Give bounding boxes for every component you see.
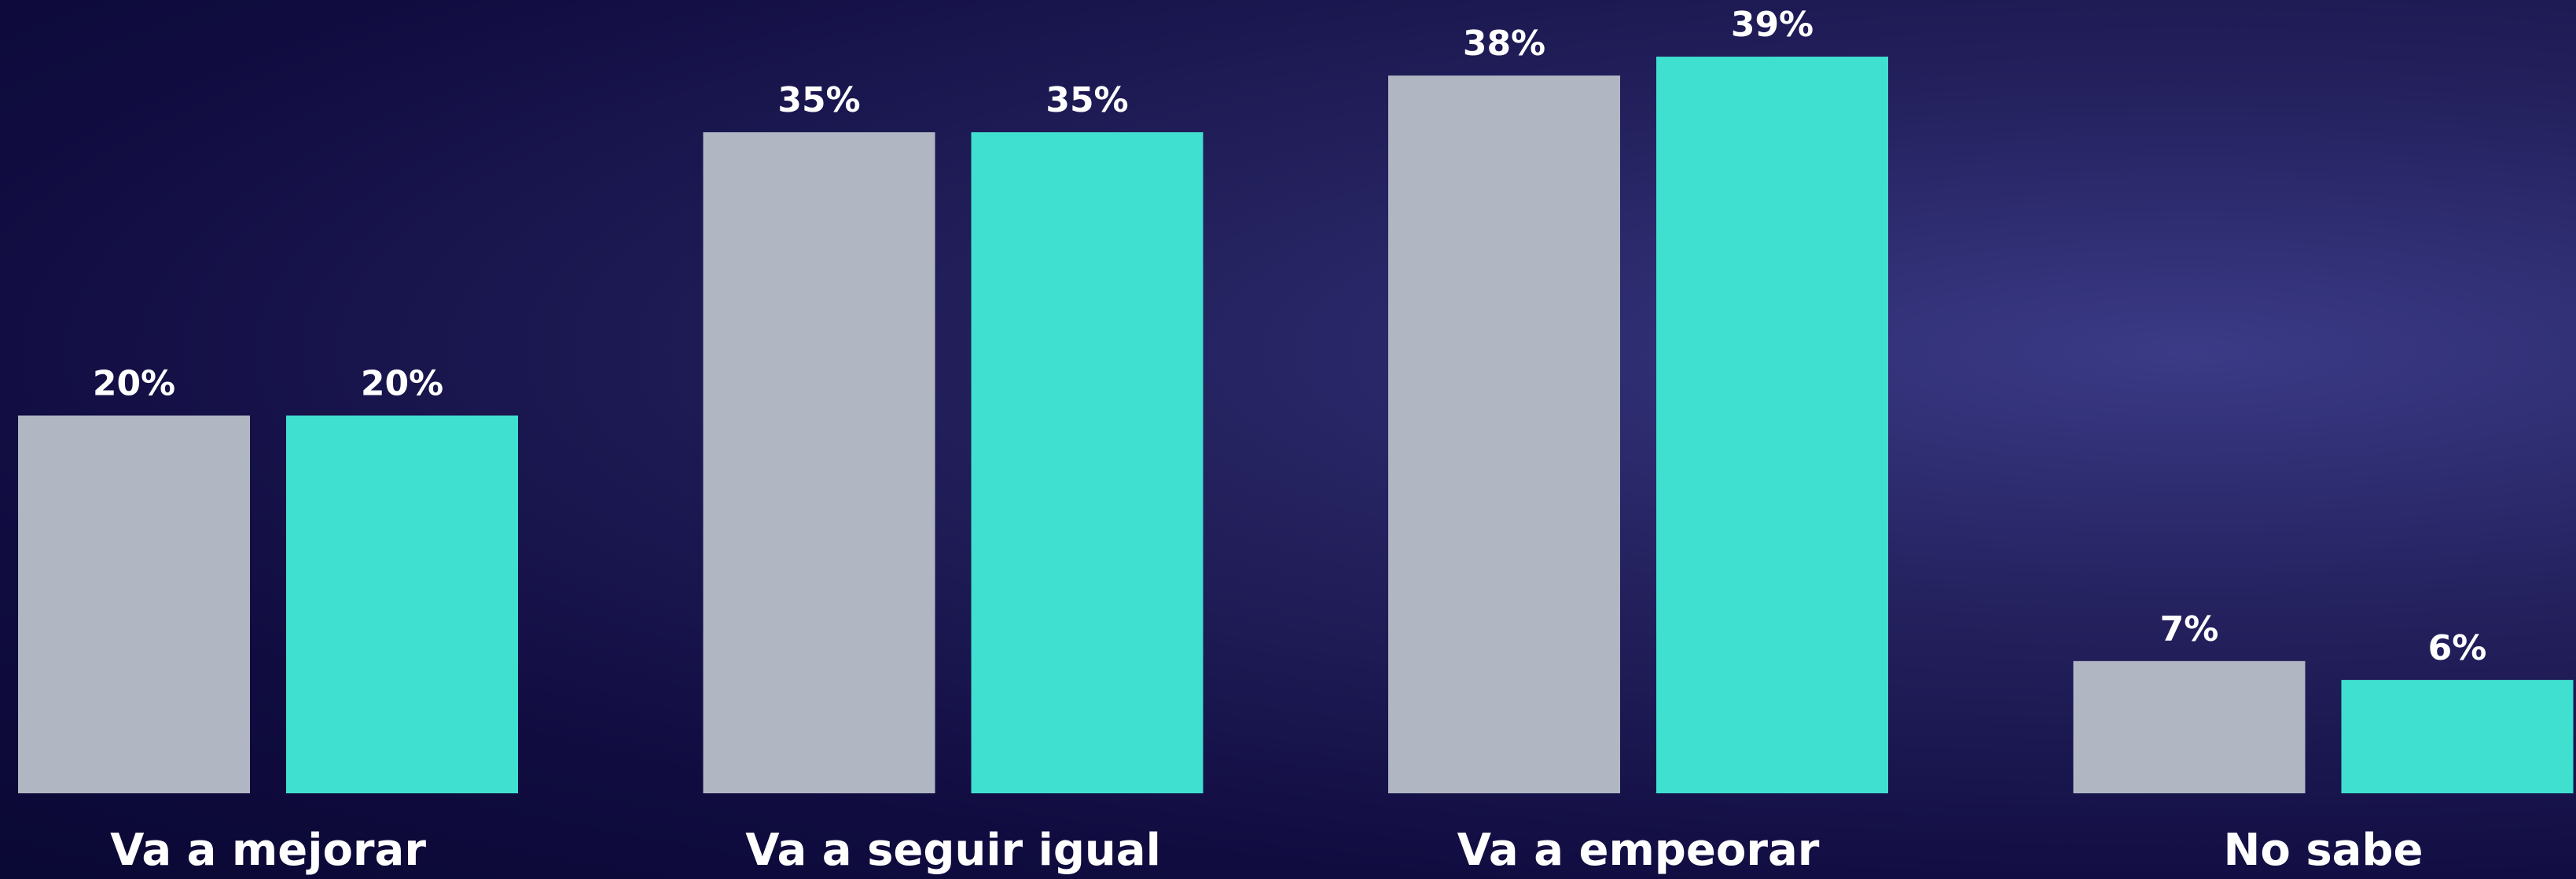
category-label: Va a seguir igual xyxy=(745,825,1161,876)
value-label: 7% xyxy=(2160,609,2219,649)
value-label: 6% xyxy=(2428,628,2487,668)
bar xyxy=(1388,75,1620,793)
category-label: Va a empeorar xyxy=(1457,825,1820,876)
value-label: 38% xyxy=(1463,24,1545,64)
bar xyxy=(286,416,518,793)
category-label: No sabe xyxy=(2223,825,2423,876)
value-label: 35% xyxy=(1045,80,1128,120)
bar xyxy=(2074,661,2306,793)
page: Va a mejorar 20% 20% Va a seguir igual 35% 35… xyxy=(0,0,2576,879)
value-label: 20% xyxy=(93,364,175,404)
bar xyxy=(704,132,935,793)
value-label: 39% xyxy=(1731,5,1813,45)
bar xyxy=(972,132,1203,793)
bar xyxy=(1656,57,1888,793)
category-label: Va a mejorar xyxy=(110,825,426,876)
value-label: 20% xyxy=(361,364,443,404)
chart: Va a mejorar 20% 20% Va a seguir igual 35% 35… xyxy=(0,0,2576,879)
value-label: 35% xyxy=(777,80,860,120)
bar xyxy=(18,416,250,793)
bar xyxy=(2342,680,2574,793)
